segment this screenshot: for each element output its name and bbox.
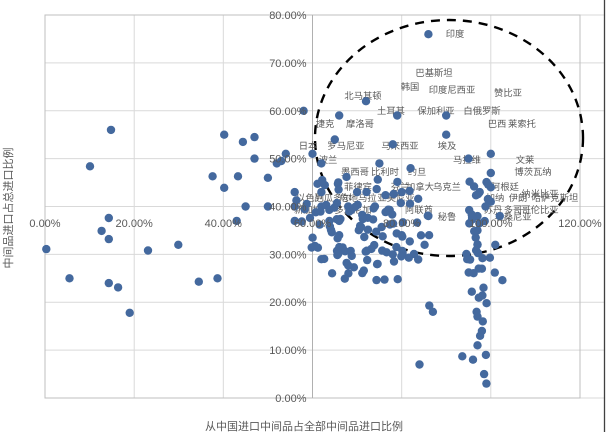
svg-text:秘鲁: 秘鲁 (438, 211, 457, 222)
svg-text:博茨瓦纳: 博茨瓦纳 (514, 166, 551, 177)
svg-text:40.00%: 40.00% (205, 218, 243, 230)
svg-text:埃及: 埃及 (438, 140, 457, 151)
svg-text:摩洛哥: 摩洛哥 (346, 118, 374, 129)
svg-text:巴基斯坦: 巴基斯坦 (415, 67, 452, 78)
svg-text:0.00%: 0.00% (275, 393, 306, 405)
svg-text:40.00%: 40.00% (269, 202, 307, 214)
svg-text:20.00%: 20.00% (269, 297, 307, 309)
svg-text:哈萨克斯坦: 哈萨克斯坦 (532, 192, 579, 203)
svg-text:日本: 日本 (299, 140, 318, 151)
svg-text:马来西亚: 马来西亚 (381, 141, 418, 151)
svg-text:捷克: 捷克 (316, 118, 335, 129)
svg-text:0.00%: 0.00% (29, 218, 60, 230)
svg-text:白俄罗斯: 白俄罗斯 (463, 105, 500, 116)
svg-text:10.00%: 10.00% (269, 345, 307, 357)
svg-text:60.00%: 60.00% (269, 106, 307, 118)
svg-text:文莱: 文莱 (516, 154, 535, 165)
svg-text:赞比亚: 赞比亚 (494, 87, 522, 98)
svg-text:30.00%: 30.00% (269, 249, 307, 261)
svg-text:100.00%: 100.00% (469, 218, 513, 230)
svg-text:巴西: 巴西 (488, 119, 507, 129)
svg-text:70.00%: 70.00% (269, 58, 307, 70)
svg-text:80.00%: 80.00% (269, 10, 307, 22)
svg-text:50.00%: 50.00% (269, 154, 307, 166)
svg-text:80.00%: 80.00% (383, 218, 421, 230)
svg-text:伊朗: 伊朗 (509, 192, 528, 203)
svg-text:60.00%: 60.00% (294, 218, 332, 230)
svg-text:印度尼西亚: 印度尼西亚 (429, 84, 476, 95)
svg-text:莱索托: 莱索托 (508, 118, 536, 129)
svg-text:120.00%: 120.00% (558, 218, 602, 230)
svg-text:乌克兰: 乌克兰 (433, 181, 461, 192)
svg-text:20.00%: 20.00% (116, 218, 154, 230)
svg-text:比利时: 比利时 (371, 166, 399, 177)
svg-text:阿根廷: 阿根廷 (491, 181, 519, 192)
svg-text:印度: 印度 (446, 28, 465, 39)
svg-text:韩国: 韩国 (401, 81, 420, 92)
